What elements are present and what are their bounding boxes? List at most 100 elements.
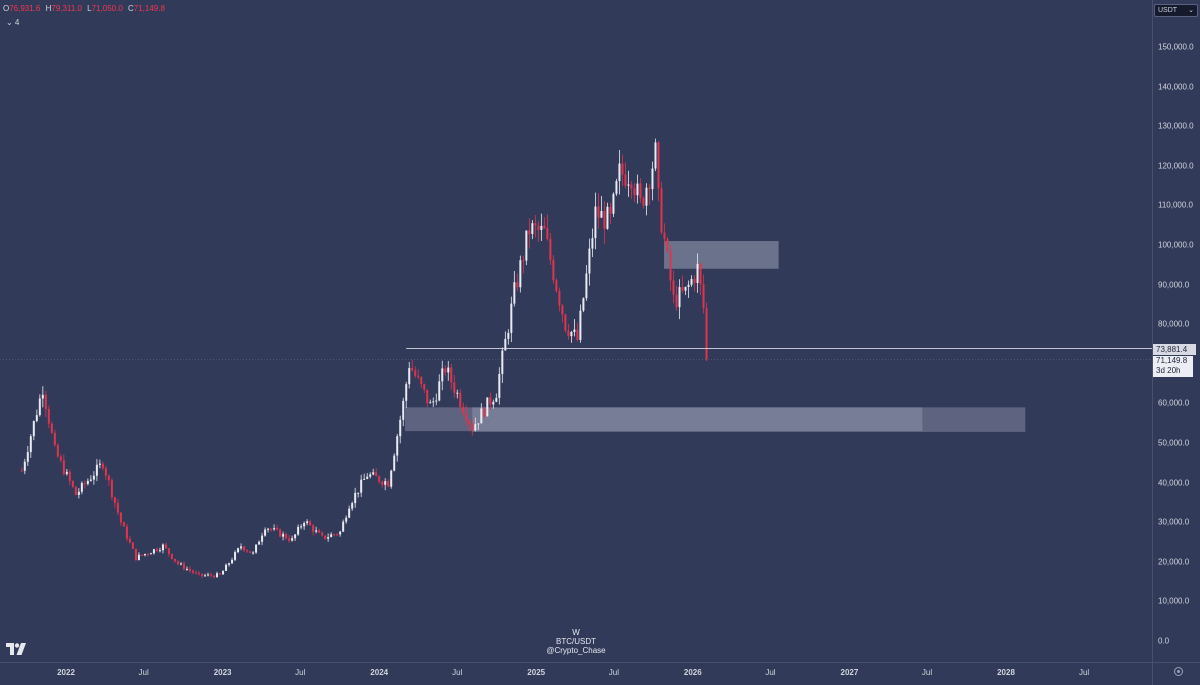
candle[interactable]	[158, 547, 161, 553]
candle[interactable]	[486, 397, 489, 417]
candle[interactable]	[678, 279, 681, 320]
candle[interactable]	[471, 418, 474, 436]
candle[interactable]	[288, 535, 291, 543]
candle[interactable]	[555, 278, 558, 293]
candle[interactable]	[462, 402, 465, 416]
candle[interactable]	[300, 524, 303, 530]
candle[interactable]	[330, 532, 333, 538]
candle[interactable]	[276, 524, 279, 531]
candle[interactable]	[597, 193, 600, 229]
candle[interactable]	[456, 389, 459, 399]
candle[interactable]	[210, 572, 213, 578]
candle[interactable]	[41, 386, 44, 408]
candle[interactable]	[483, 406, 486, 419]
candle[interactable]	[573, 319, 576, 337]
demand-supply-zone[interactable]	[472, 407, 1026, 432]
candle[interactable]	[29, 434, 32, 458]
candle[interactable]	[624, 162, 627, 189]
candle[interactable]	[128, 535, 131, 544]
indicators-toggle[interactable]: ⌄ 4	[6, 18, 20, 27]
candle[interactable]	[83, 480, 86, 489]
candle[interactable]	[519, 255, 522, 293]
candle[interactable]	[134, 548, 137, 562]
candle[interactable]	[654, 138, 657, 172]
candle[interactable]	[170, 553, 173, 560]
candle[interactable]	[504, 331, 507, 351]
candle[interactable]	[309, 519, 312, 526]
candle[interactable]	[240, 543, 243, 551]
candle[interactable]	[140, 554, 143, 557]
candle[interactable]	[630, 181, 633, 199]
candle[interactable]	[558, 287, 561, 312]
candle[interactable]	[357, 492, 360, 498]
candle[interactable]	[621, 154, 624, 186]
candle[interactable]	[603, 201, 606, 244]
candle[interactable]	[585, 264, 588, 301]
candle[interactable]	[606, 202, 609, 230]
candle[interactable]	[594, 192, 597, 250]
candle[interactable]	[432, 397, 435, 408]
candle[interactable]	[648, 183, 651, 205]
candle[interactable]	[642, 196, 645, 209]
candle[interactable]	[570, 331, 573, 343]
candle[interactable]	[243, 545, 246, 552]
candle[interactable]	[690, 275, 693, 287]
candle[interactable]	[234, 550, 237, 562]
candle[interactable]	[660, 182, 663, 235]
candle[interactable]	[684, 286, 687, 295]
candle[interactable]	[53, 429, 56, 447]
candle[interactable]	[321, 531, 324, 537]
candle[interactable]	[23, 458, 26, 475]
candle[interactable]	[225, 563, 228, 572]
candle[interactable]	[173, 558, 176, 563]
candle[interactable]	[228, 562, 231, 567]
candle[interactable]	[450, 363, 453, 390]
candle[interactable]	[363, 473, 366, 480]
candle[interactable]	[405, 381, 408, 409]
candle[interactable]	[546, 214, 549, 241]
candle[interactable]	[369, 472, 372, 479]
candle[interactable]	[119, 512, 122, 526]
candle[interactable]	[297, 524, 300, 536]
candle[interactable]	[155, 547, 158, 553]
candle[interactable]	[588, 238, 591, 286]
candle[interactable]	[68, 469, 71, 486]
candle[interactable]	[669, 245, 672, 291]
candle[interactable]	[366, 472, 369, 480]
time-axis[interactable]	[0, 662, 1152, 685]
candle[interactable]	[540, 213, 543, 241]
candle[interactable]	[291, 535, 294, 542]
candle[interactable]	[282, 531, 285, 541]
candle[interactable]	[639, 178, 642, 203]
candle[interactable]	[453, 375, 456, 399]
candle[interactable]	[699, 262, 702, 296]
candle[interactable]	[59, 454, 62, 463]
candle[interactable]	[122, 521, 125, 527]
candle[interactable]	[345, 515, 348, 524]
candle[interactable]	[429, 399, 432, 404]
candle[interactable]	[618, 149, 621, 195]
candle[interactable]	[612, 192, 615, 218]
candle[interactable]	[381, 480, 384, 488]
candle[interactable]	[318, 528, 321, 533]
candle[interactable]	[312, 523, 315, 536]
candle[interactable]	[396, 433, 399, 462]
candle[interactable]	[279, 528, 282, 538]
candle[interactable]	[528, 218, 531, 249]
candle[interactable]	[20, 467, 23, 472]
candle[interactable]	[582, 297, 585, 313]
candle[interactable]	[131, 542, 134, 549]
candle[interactable]	[216, 571, 219, 578]
candle[interactable]	[213, 574, 216, 579]
candle[interactable]	[384, 478, 387, 491]
candle[interactable]	[615, 178, 618, 196]
candle[interactable]	[35, 409, 38, 423]
candle[interactable]	[161, 543, 164, 554]
candle[interactable]	[675, 285, 678, 311]
candle[interactable]	[185, 566, 188, 571]
candle[interactable]	[261, 532, 264, 546]
candle[interactable]	[426, 389, 429, 407]
candle[interactable]	[219, 572, 222, 576]
candle[interactable]	[672, 270, 675, 304]
candle[interactable]	[498, 367, 501, 405]
